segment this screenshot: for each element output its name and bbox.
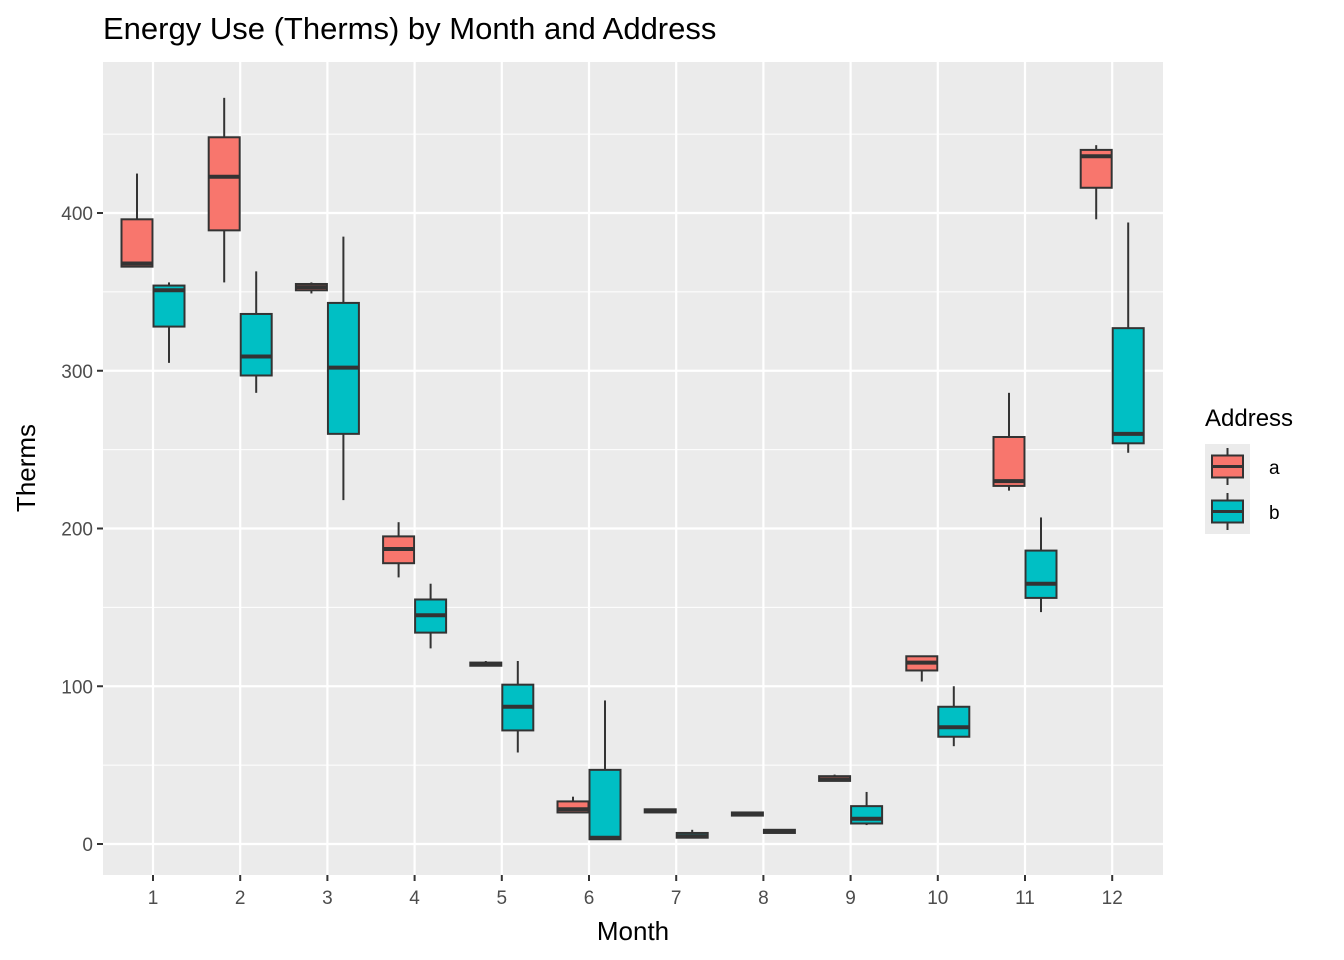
legend: Address ab <box>1205 405 1293 534</box>
box-b-month-9 <box>850 791 884 826</box>
box-iqr <box>588 768 622 841</box>
box-iqr <box>992 436 1026 487</box>
chart-title: Energy Use (Therms) by Month and Address <box>103 11 716 46</box>
grid-major <box>103 62 1163 875</box>
legend-label: b <box>1269 503 1280 524</box>
boxes <box>120 97 1145 841</box>
box-b-month-12 <box>1111 222 1145 453</box>
box-a-month-4 <box>382 522 416 578</box>
x-tick-label: 5 <box>497 888 508 909</box>
box-a-month-8 <box>730 811 764 817</box>
box-iqr <box>1024 549 1058 599</box>
box-iqr <box>239 312 273 377</box>
legend-label: a <box>1269 458 1280 479</box>
box-a-month-7 <box>643 808 677 814</box>
box-a-month-2 <box>207 97 241 283</box>
box-iqr <box>937 705 971 738</box>
y-tick-label: 100 <box>61 677 93 698</box>
box-iqr <box>152 284 186 328</box>
box-a-month-12 <box>1079 145 1113 220</box>
box-b-month-3 <box>326 236 360 501</box>
x-tick-label: 11 <box>1015 888 1035 909</box>
legend-title: Address <box>1205 405 1293 432</box>
y-tick-label: 300 <box>61 362 93 383</box>
x-tick-label: 9 <box>845 888 856 909</box>
x-tick-label: 1 <box>148 888 159 909</box>
box-b-month-10 <box>937 686 971 747</box>
x-tick-label: 6 <box>584 888 595 909</box>
box-iqr <box>850 805 884 825</box>
legend-key-a: a <box>1205 444 1280 489</box>
x-tick-label: 8 <box>758 888 769 909</box>
legend-key-b: b <box>1205 489 1280 534</box>
legend-keys: ab <box>1205 444 1280 534</box>
box-b-month-6 <box>588 700 622 841</box>
x-tick-label: 12 <box>1102 888 1123 909</box>
x-tick-label: 3 <box>322 888 333 909</box>
box-b-month-2 <box>239 271 273 393</box>
x-tick-label: 7 <box>671 888 682 909</box>
x-tick-label: 4 <box>409 888 420 909</box>
box-b-month-1 <box>152 282 186 363</box>
y-tick-label: 400 <box>61 204 93 225</box>
box-a-month-1 <box>120 173 154 268</box>
grid-minor <box>103 133 1163 766</box>
box-b-month-5 <box>501 661 535 753</box>
box-b-month-11 <box>1024 517 1058 613</box>
plot-panel <box>103 62 1163 875</box>
box-a-month-9 <box>818 774 852 782</box>
box-a-month-11 <box>992 392 1026 491</box>
x-axis-title: Month <box>597 916 669 946</box>
x-tick-label: 10 <box>927 888 948 909</box>
box-b-month-7 <box>675 829 709 839</box>
x-tick-label: 2 <box>235 888 246 909</box>
box-a-month-5 <box>469 661 503 667</box>
y-tick-label: 0 <box>82 835 93 856</box>
box-b-month-4 <box>414 583 448 649</box>
y-tick-label: 200 <box>61 520 93 541</box>
box-iqr <box>1111 327 1145 445</box>
box-a-month-10 <box>905 655 939 682</box>
box-b-month-8 <box>762 828 796 834</box>
box-iqr <box>207 136 241 232</box>
box-a-month-3 <box>294 282 328 294</box>
box-iqr <box>120 218 154 268</box>
y-axis-title: Therms <box>11 424 41 512</box>
